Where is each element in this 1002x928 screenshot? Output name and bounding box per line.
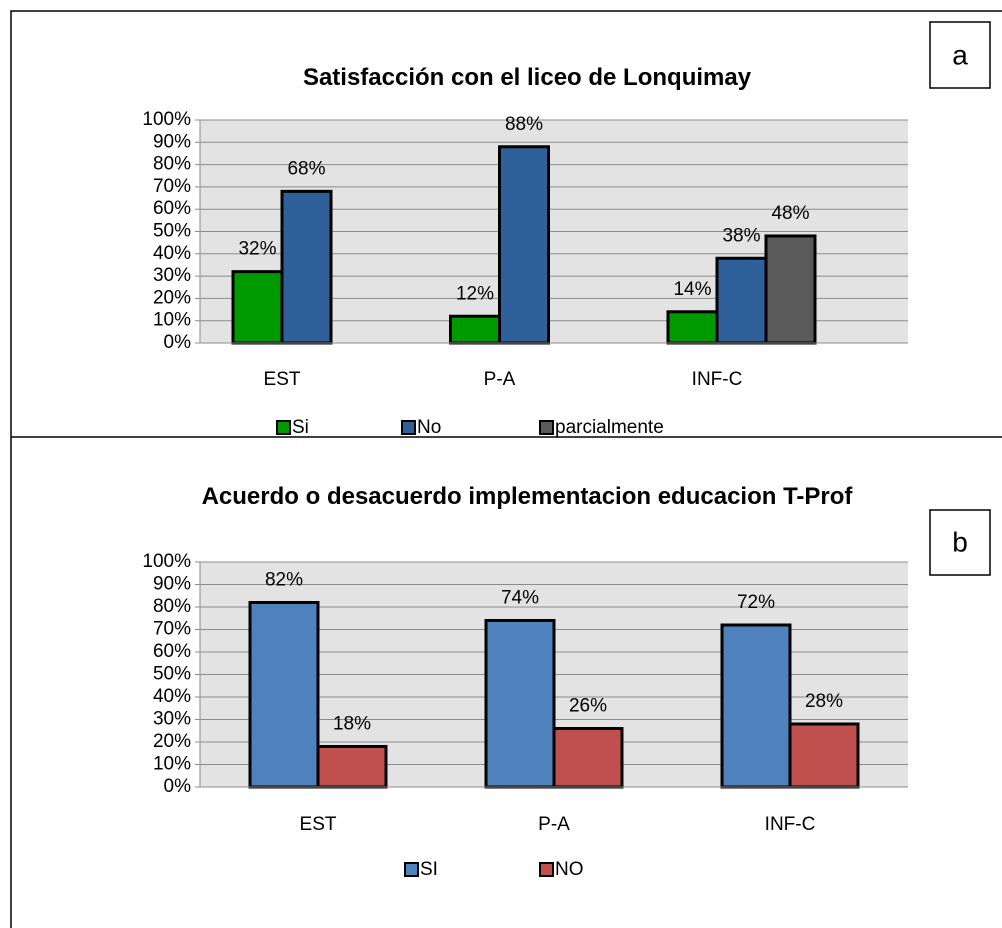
outer-border	[10, 10, 1002, 928]
bar	[231, 270, 284, 345]
value-label: 12%	[456, 283, 494, 304]
y-tick-label: 20%	[153, 287, 191, 308]
x-tick-label: P-A	[484, 369, 516, 390]
value-label: 28%	[805, 691, 843, 712]
y-tick-label: 20%	[153, 731, 191, 752]
y-tick-label: 100%	[142, 551, 191, 572]
chart-title: Acuerdo o desacuerdo implementacion educ…	[201, 483, 853, 510]
value-label: 48%	[771, 203, 809, 224]
bar	[666, 310, 719, 345]
y-tick-label: 50%	[153, 664, 191, 685]
x-tick-label: P-A	[538, 814, 570, 835]
panel-label: a	[952, 39, 968, 70]
value-label: 82%	[265, 570, 303, 591]
y-tick-label: 0%	[164, 332, 192, 353]
y-tick-label: 40%	[153, 686, 191, 707]
bar	[280, 189, 333, 345]
bar	[498, 145, 550, 345]
y-tick-label: 70%	[153, 619, 191, 640]
y-tick-label: 0%	[164, 776, 192, 797]
bar	[449, 314, 501, 345]
bar	[248, 601, 320, 789]
legend-swatch	[276, 420, 291, 435]
legend-label: No	[417, 417, 441, 438]
y-tick-label: 60%	[153, 198, 191, 219]
x-tick-label: INF-C	[765, 814, 816, 835]
bar	[484, 619, 556, 789]
y-tick-label: 10%	[153, 310, 191, 331]
legend-swatch	[401, 420, 416, 435]
bar	[788, 722, 860, 789]
y-tick-label: 30%	[153, 265, 191, 286]
value-label: 68%	[287, 158, 325, 179]
bar	[715, 256, 768, 345]
y-tick-label: 80%	[153, 596, 191, 617]
x-tick-label: EST	[264, 369, 301, 390]
panel-box	[929, 21, 991, 89]
legend-swatch	[539, 420, 554, 435]
panel-box	[929, 509, 991, 576]
value-label: 74%	[501, 588, 539, 609]
value-label: 18%	[333, 714, 371, 735]
legend-label: SI	[420, 859, 438, 880]
legend-swatch	[404, 862, 419, 877]
chart-title: Satisfacción con el liceo de Lonquimay	[302, 64, 752, 91]
value-label: 14%	[673, 279, 711, 300]
y-tick-label: 90%	[153, 131, 191, 152]
value-label: 88%	[505, 114, 543, 135]
y-tick-label: 80%	[153, 154, 191, 175]
y-tick-label: 60%	[153, 641, 191, 662]
y-tick-label: 40%	[153, 243, 191, 264]
legend-label: Si	[292, 417, 309, 438]
value-label: 26%	[569, 696, 607, 717]
legend-label: NO	[555, 859, 584, 880]
x-tick-label: EST	[300, 814, 337, 835]
y-tick-label: 90%	[153, 574, 191, 595]
bar	[764, 234, 817, 345]
value-label: 32%	[238, 239, 276, 260]
bar	[720, 623, 792, 789]
panel-label: b	[952, 526, 968, 557]
value-label: 38%	[722, 225, 760, 246]
value-label: 72%	[737, 592, 775, 613]
bar	[316, 745, 388, 789]
y-tick-label: 10%	[153, 754, 191, 775]
y-tick-label: 70%	[153, 176, 191, 197]
x-tick-label: INF-C	[692, 369, 743, 390]
bar	[552, 727, 624, 789]
legend-swatch	[539, 862, 554, 877]
legend-label: parcialmente	[555, 417, 664, 438]
y-tick-label: 30%	[153, 709, 191, 730]
y-tick-label: 100%	[142, 109, 191, 130]
y-tick-label: 50%	[153, 221, 191, 242]
